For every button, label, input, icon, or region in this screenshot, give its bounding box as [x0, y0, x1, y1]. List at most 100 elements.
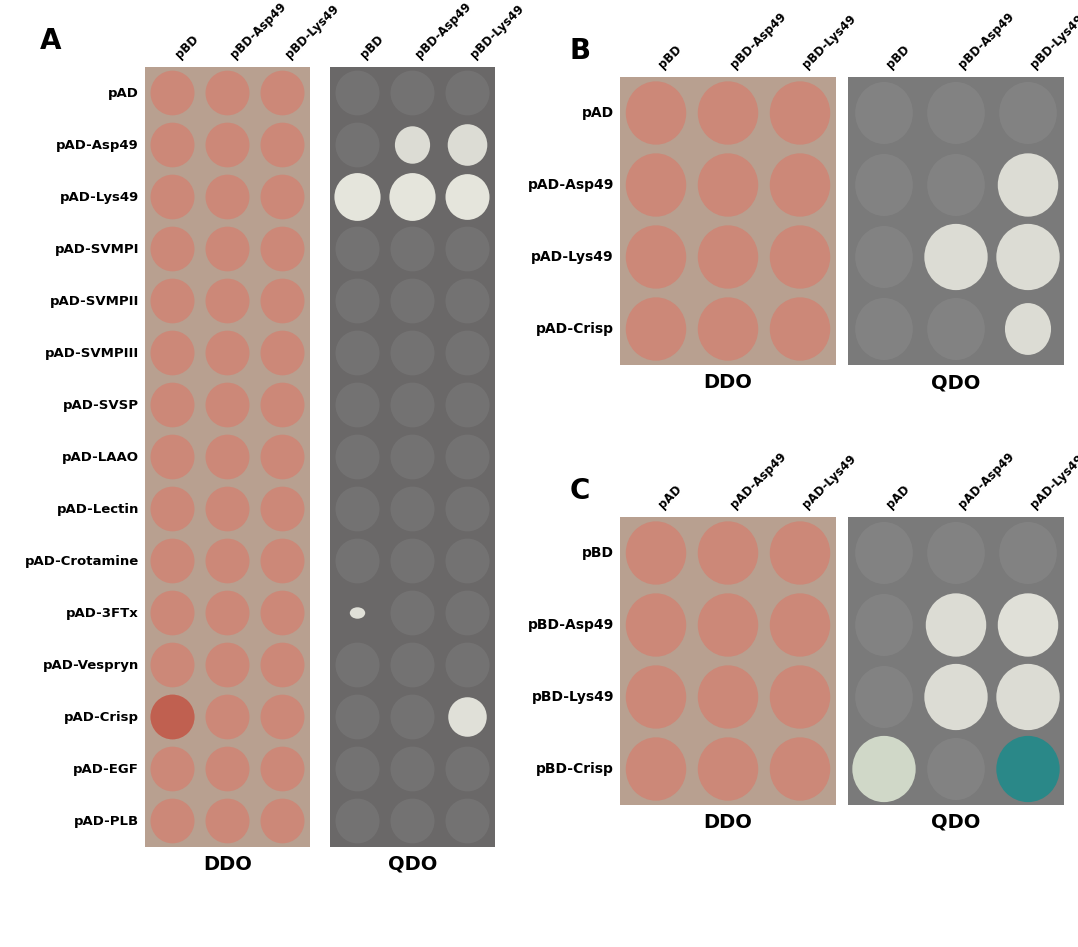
Text: C: C	[570, 477, 591, 505]
Ellipse shape	[261, 331, 304, 375]
Ellipse shape	[853, 736, 915, 802]
Ellipse shape	[855, 226, 913, 288]
Ellipse shape	[770, 666, 830, 728]
Ellipse shape	[151, 798, 194, 844]
Ellipse shape	[445, 71, 489, 116]
Ellipse shape	[445, 487, 489, 531]
Ellipse shape	[445, 278, 489, 323]
Ellipse shape	[697, 666, 758, 728]
Ellipse shape	[206, 226, 249, 272]
Ellipse shape	[151, 174, 194, 220]
Ellipse shape	[390, 746, 434, 792]
Ellipse shape	[261, 798, 304, 844]
Ellipse shape	[390, 331, 434, 375]
Text: pBD-Lys49: pBD-Lys49	[1028, 12, 1078, 71]
Ellipse shape	[625, 225, 687, 289]
Ellipse shape	[445, 539, 489, 583]
Text: pAD: pAD	[582, 106, 614, 120]
Text: DDO: DDO	[704, 813, 752, 832]
Ellipse shape	[448, 697, 487, 737]
Ellipse shape	[261, 643, 304, 688]
Text: pAD-Vespryn: pAD-Vespryn	[43, 658, 139, 671]
Ellipse shape	[924, 223, 987, 290]
Text: pAD-SVMPI: pAD-SVMPI	[55, 242, 139, 256]
Ellipse shape	[206, 174, 249, 220]
Text: pAD-Lys49: pAD-Lys49	[800, 452, 859, 511]
Ellipse shape	[998, 594, 1059, 656]
Text: pAD: pAD	[884, 483, 912, 511]
Ellipse shape	[855, 666, 913, 728]
Text: pBD: pBD	[358, 32, 386, 61]
Text: QDO: QDO	[931, 373, 981, 392]
Ellipse shape	[390, 71, 434, 116]
Ellipse shape	[770, 153, 830, 217]
Ellipse shape	[996, 664, 1060, 730]
Ellipse shape	[206, 695, 249, 740]
Ellipse shape	[261, 71, 304, 116]
Ellipse shape	[625, 521, 687, 584]
Text: pAD-Asp49: pAD-Asp49	[728, 450, 789, 511]
Ellipse shape	[996, 223, 1060, 290]
Ellipse shape	[206, 278, 249, 323]
Text: pAD-Lys49: pAD-Lys49	[1028, 452, 1078, 511]
Ellipse shape	[151, 435, 194, 479]
Ellipse shape	[206, 383, 249, 427]
Ellipse shape	[390, 487, 434, 531]
Ellipse shape	[151, 383, 194, 427]
FancyBboxPatch shape	[620, 77, 837, 365]
Ellipse shape	[335, 746, 379, 792]
Ellipse shape	[855, 594, 913, 656]
Ellipse shape	[927, 738, 985, 800]
Text: pAD: pAD	[657, 483, 685, 511]
Text: pBD-Lys49: pBD-Lys49	[531, 690, 614, 704]
Ellipse shape	[999, 82, 1056, 144]
Ellipse shape	[151, 591, 194, 635]
FancyBboxPatch shape	[620, 517, 837, 805]
Ellipse shape	[335, 123, 379, 168]
Ellipse shape	[445, 383, 489, 427]
Ellipse shape	[445, 435, 489, 479]
Ellipse shape	[151, 695, 194, 740]
Ellipse shape	[390, 643, 434, 688]
Text: pAD-Crotamine: pAD-Crotamine	[25, 555, 139, 567]
Ellipse shape	[855, 522, 913, 584]
Ellipse shape	[927, 82, 985, 144]
Ellipse shape	[445, 226, 489, 272]
Ellipse shape	[390, 539, 434, 583]
Ellipse shape	[697, 594, 758, 656]
Text: A: A	[40, 27, 61, 55]
Text: pBD-Asp49: pBD-Asp49	[227, 0, 289, 61]
Ellipse shape	[151, 487, 194, 531]
Ellipse shape	[151, 746, 194, 792]
Ellipse shape	[261, 591, 304, 635]
Text: pAD-Asp49: pAD-Asp49	[527, 178, 614, 192]
Text: pAD-3FTx: pAD-3FTx	[66, 606, 139, 619]
Ellipse shape	[261, 746, 304, 792]
Ellipse shape	[390, 278, 434, 323]
Ellipse shape	[770, 81, 830, 145]
Ellipse shape	[927, 154, 985, 216]
Ellipse shape	[206, 746, 249, 792]
Ellipse shape	[206, 487, 249, 531]
Ellipse shape	[927, 522, 985, 584]
Ellipse shape	[697, 153, 758, 217]
Ellipse shape	[855, 298, 913, 360]
Ellipse shape	[625, 738, 687, 800]
Ellipse shape	[770, 225, 830, 289]
Text: pAD-EGF: pAD-EGF	[73, 762, 139, 776]
Ellipse shape	[261, 174, 304, 220]
Ellipse shape	[261, 539, 304, 583]
Text: QDO: QDO	[388, 855, 438, 874]
Text: pBD-Asp49: pBD-Asp49	[413, 0, 473, 61]
Text: pBD-Asp49: pBD-Asp49	[728, 10, 789, 71]
Text: QDO: QDO	[931, 813, 981, 832]
Ellipse shape	[999, 522, 1056, 584]
Ellipse shape	[697, 225, 758, 289]
Ellipse shape	[998, 153, 1059, 217]
Ellipse shape	[927, 298, 985, 360]
Text: pAD-Asp49: pAD-Asp49	[56, 138, 139, 152]
Text: pAD-Lectin: pAD-Lectin	[57, 503, 139, 515]
Ellipse shape	[390, 798, 434, 844]
Ellipse shape	[335, 383, 379, 427]
Text: pBD-Lys49: pBD-Lys49	[468, 2, 526, 61]
